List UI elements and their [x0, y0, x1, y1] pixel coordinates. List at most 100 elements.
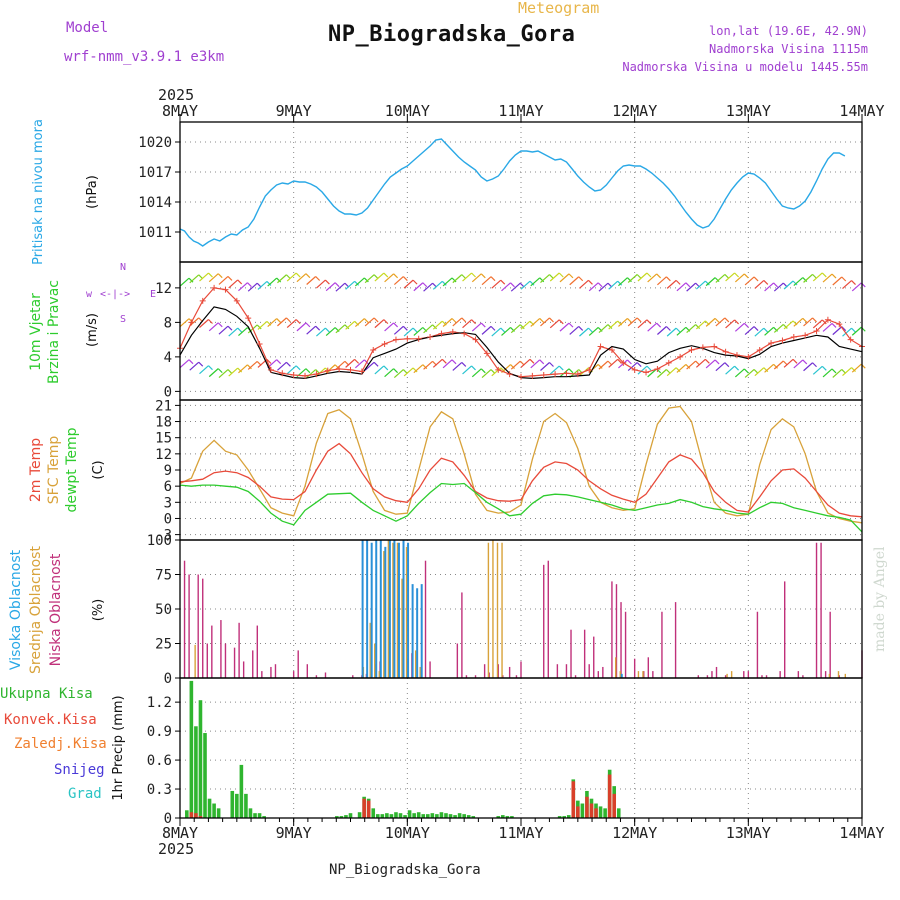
- wind-barb: [501, 282, 511, 292]
- wind-barb: [257, 280, 268, 290]
- wind-barb-flag: [295, 319, 301, 324]
- precip-total-bar: [203, 733, 207, 818]
- y-tick-label: 8: [164, 315, 172, 331]
- gust-marker: [745, 353, 752, 360]
- panel-0: [293, 122, 749, 262]
- gust-marker: [267, 366, 274, 373]
- precip-total-bar: [471, 816, 476, 818]
- wind-barb: [588, 364, 599, 373]
- year-bottom-label: 2025: [158, 840, 194, 858]
- wind-barb-flag: [237, 367, 243, 373]
- wind-barb-flag: [549, 274, 554, 279]
- gust-marker: [256, 340, 263, 347]
- wind-barb-flag: [480, 322, 486, 328]
- y-tick-label: 6: [164, 479, 172, 495]
- wind-barb: [657, 326, 667, 335]
- wind-barb-flag: [276, 318, 282, 324]
- precip-total-bar: [453, 815, 457, 818]
- wind-barb: [345, 280, 356, 290]
- wind-barb-flag: [558, 319, 564, 325]
- wind-barb: [773, 282, 784, 292]
- precip-conv-bar: [198, 816, 203, 818]
- wind-barb-flag: [627, 359, 632, 365]
- wind-barb-flag: [636, 317, 642, 323]
- wind-barb: [803, 362, 813, 372]
- wind-barb-flag: [471, 272, 476, 278]
- gust-marker: [427, 334, 434, 341]
- wind-barb-flag: [188, 359, 194, 365]
- precip-total-bar: [207, 798, 212, 818]
- wind-barb-flag: [578, 326, 584, 331]
- wind-barb-flag: [568, 322, 574, 328]
- y-tick-label: 0: [164, 384, 172, 400]
- wind-barb: [773, 360, 784, 370]
- wind-barb: [384, 273, 394, 283]
- wind-barb-flag: [188, 277, 194, 283]
- wind-barb: [695, 358, 706, 368]
- wind-barb-flag: [724, 317, 730, 323]
- wind-barb: [783, 280, 794, 290]
- wind-barb-flag: [724, 362, 730, 368]
- wind-barb-flag: [500, 367, 506, 373]
- wind-barb: [793, 359, 804, 369]
- wind-barb-flag: [802, 359, 808, 365]
- precip-total-bar: [407, 810, 412, 818]
- wind-barb: [257, 320, 268, 330]
- precip-total-bar: [394, 812, 398, 818]
- wind-barb: [666, 367, 677, 377]
- wind-barb: [471, 273, 482, 283]
- wind-barb-flag: [753, 326, 759, 331]
- wind-barb-flag: [782, 324, 788, 329]
- precip-total-bar: [239, 764, 244, 818]
- wind-barb-flag: [286, 361, 291, 367]
- wind-barb: [725, 319, 735, 329]
- wind-barb: [520, 280, 531, 290]
- y-tick-label: 12: [155, 447, 172, 463]
- wind-barb: [793, 277, 804, 286]
- gust-marker: [654, 365, 661, 372]
- wind-barb-flag: [305, 273, 311, 279]
- wind-barb: [452, 361, 463, 371]
- gust-marker: [597, 343, 604, 350]
- gust-marker: [211, 284, 218, 291]
- wind-barb: [306, 369, 317, 378]
- wind-barb-flag: [198, 361, 204, 367]
- wind-barb-flag: [597, 364, 603, 369]
- precip-unit: 1hr Precip (mm): [111, 695, 126, 800]
- wind-barb: [764, 282, 774, 292]
- precip-total-bar: [435, 814, 439, 818]
- wind-barb-flag: [568, 368, 574, 374]
- wind-barb: [238, 364, 248, 374]
- precip-legend-3: Snijeg: [54, 762, 105, 778]
- wind-barb: [744, 276, 755, 286]
- precip-total-bar: [198, 700, 203, 818]
- x-tick-label-top: 9MAY: [276, 102, 312, 120]
- precip-total-bar: [189, 680, 194, 818]
- gust-marker: [324, 367, 331, 374]
- wind-barb: [754, 279, 765, 289]
- gust-marker: [722, 348, 729, 355]
- wind-barb-flag: [714, 317, 720, 323]
- wind-barb: [540, 362, 550, 371]
- wind-barb-flag: [763, 367, 769, 373]
- wind-barb-flag: [539, 318, 545, 323]
- precip-total-bar: [253, 813, 257, 818]
- wind-barb: [618, 317, 628, 327]
- wind-barb-flag: [685, 282, 691, 288]
- gust-marker: [302, 372, 309, 379]
- x-tick-label-bottom: 13MAY: [726, 824, 771, 842]
- precip-total-bar: [496, 816, 501, 818]
- wind-barb: [715, 273, 726, 283]
- y-tick-label: 0: [164, 511, 172, 527]
- wind-barb-flag: [851, 280, 856, 285]
- precip-total-bar: [425, 814, 430, 818]
- precip-total-bar: [389, 814, 394, 818]
- wind-barb-flag: [393, 322, 399, 328]
- precip-total-bar: [348, 813, 353, 818]
- wind-barb-flag: [451, 277, 457, 283]
- wind-barb: [637, 272, 648, 282]
- wind-barb: [267, 318, 278, 328]
- precip-conv-bar: [612, 793, 617, 818]
- wind-barb: [530, 359, 541, 369]
- wind-barb: [189, 361, 200, 371]
